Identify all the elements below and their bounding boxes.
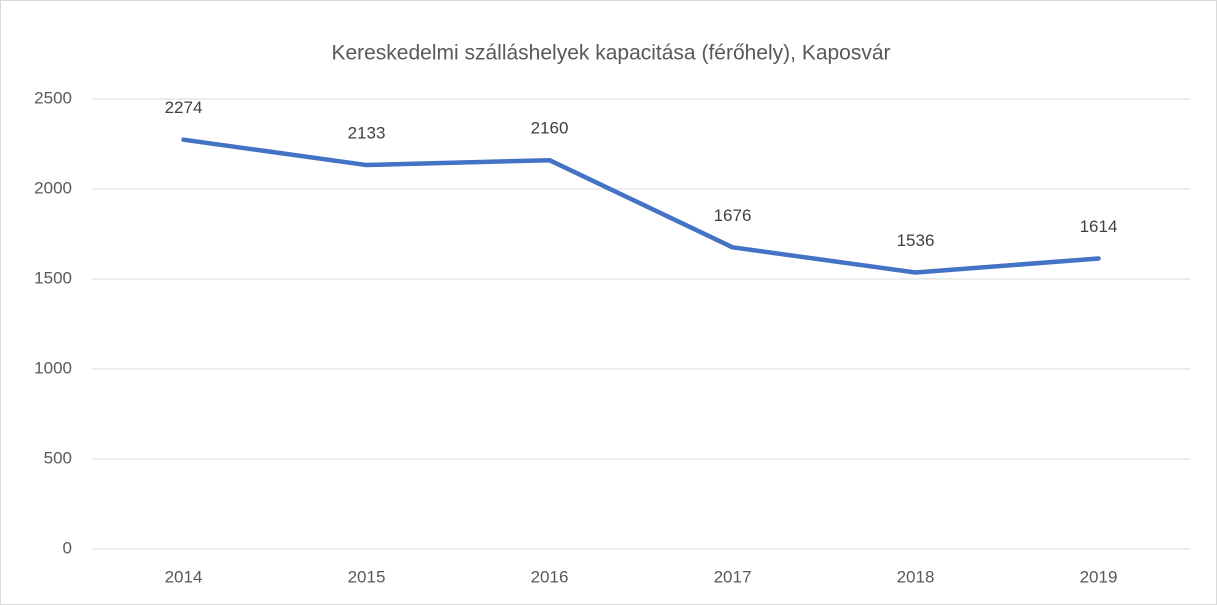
data-label: 1676 xyxy=(714,206,752,225)
data-label: 1536 xyxy=(897,231,935,250)
x-tick-label: 2016 xyxy=(531,567,569,586)
y-tick-label: 500 xyxy=(44,448,72,467)
data-label: 2274 xyxy=(165,98,203,117)
line xyxy=(181,137,1101,275)
chart-title: Kereskedelmi szálláshelyek kapacitása (f… xyxy=(331,42,890,65)
y-tick-label: 2500 xyxy=(34,88,72,107)
x-tick-label: 2018 xyxy=(897,567,935,586)
data-label: 2133 xyxy=(348,124,386,143)
x-tick-label: 2019 xyxy=(1080,567,1118,586)
y-tick-label: 2000 xyxy=(34,178,72,197)
data-label: 2160 xyxy=(531,119,569,138)
x-tick-label: 2015 xyxy=(348,567,386,586)
y-tick-label: 1000 xyxy=(34,358,72,377)
y-tick-label: 0 xyxy=(63,538,72,557)
data-label: 1614 xyxy=(1080,217,1118,236)
y-tick-label: 1500 xyxy=(34,268,72,287)
x-tick-label: 2014 xyxy=(165,567,203,586)
x-tick-label: 2017 xyxy=(714,567,752,586)
